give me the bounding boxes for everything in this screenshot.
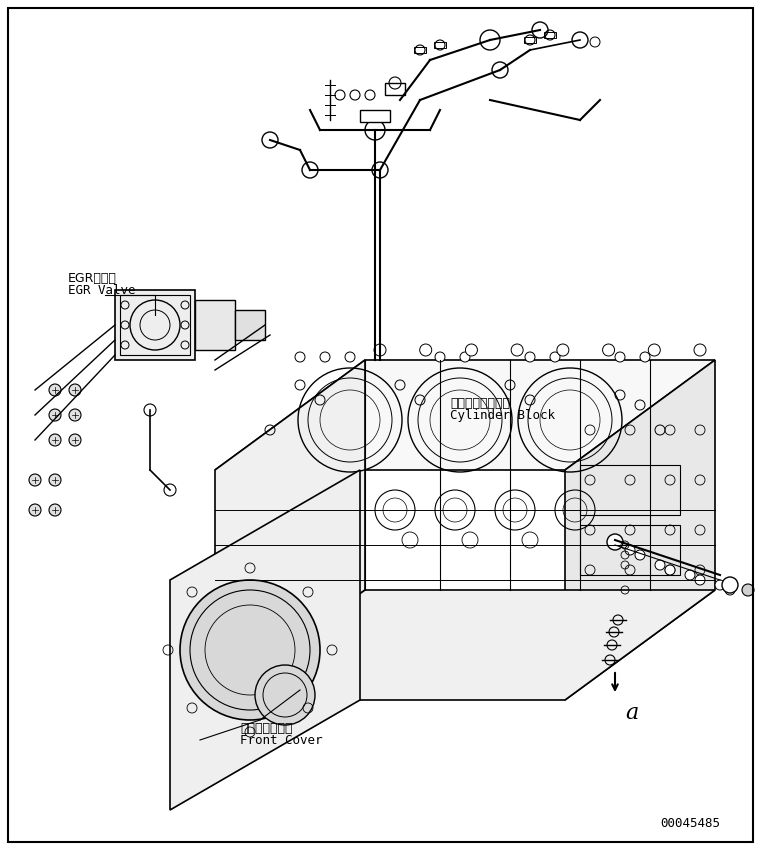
Bar: [544, 32, 556, 38]
Circle shape: [557, 344, 569, 356]
Circle shape: [302, 162, 318, 178]
Circle shape: [49, 409, 61, 421]
Text: 00045485: 00045485: [660, 817, 720, 830]
Text: Cylinder Block: Cylinder Block: [450, 409, 555, 422]
Circle shape: [607, 534, 623, 550]
Circle shape: [466, 344, 477, 356]
Bar: [414, 47, 426, 53]
Circle shape: [572, 32, 588, 48]
Circle shape: [365, 120, 385, 140]
Circle shape: [180, 580, 320, 720]
Circle shape: [603, 344, 615, 356]
Circle shape: [372, 162, 388, 178]
Circle shape: [460, 352, 470, 362]
Bar: [360, 110, 390, 122]
Circle shape: [550, 352, 560, 362]
Circle shape: [255, 665, 315, 725]
Circle shape: [511, 344, 523, 356]
Text: a: a: [625, 702, 638, 724]
Circle shape: [695, 575, 705, 585]
Bar: [385, 83, 405, 95]
Circle shape: [435, 352, 445, 362]
Text: Front Cover: Front Cover: [240, 734, 323, 747]
Circle shape: [345, 352, 355, 362]
Polygon shape: [215, 360, 715, 470]
Polygon shape: [170, 470, 360, 810]
Circle shape: [49, 384, 61, 396]
Circle shape: [49, 474, 61, 486]
Circle shape: [665, 565, 675, 575]
Text: EGR Valve: EGR Valve: [68, 284, 135, 297]
Bar: [235, 310, 265, 340]
Circle shape: [69, 409, 81, 421]
Bar: [195, 300, 235, 350]
Circle shape: [715, 580, 725, 590]
Text: フロントカバー: フロントカバー: [240, 722, 292, 735]
Circle shape: [525, 35, 535, 45]
Circle shape: [295, 352, 305, 362]
Circle shape: [262, 132, 278, 148]
Circle shape: [492, 62, 508, 78]
Bar: [580, 525, 680, 575]
Circle shape: [320, 352, 330, 362]
Circle shape: [69, 434, 81, 446]
Bar: [120, 295, 190, 355]
Circle shape: [29, 474, 41, 486]
Circle shape: [640, 352, 650, 362]
Circle shape: [615, 352, 625, 362]
Circle shape: [635, 550, 645, 560]
Circle shape: [420, 344, 431, 356]
Circle shape: [49, 434, 61, 446]
Circle shape: [525, 352, 535, 362]
Circle shape: [164, 484, 176, 496]
Circle shape: [655, 560, 665, 570]
Bar: [580, 465, 680, 515]
Circle shape: [742, 584, 754, 596]
Text: シリンダブロック: シリンダブロック: [450, 397, 510, 410]
Bar: [524, 37, 536, 43]
Circle shape: [415, 45, 425, 55]
Circle shape: [69, 384, 81, 396]
Text: EGRバルブ: EGRバルブ: [68, 272, 117, 285]
Polygon shape: [565, 360, 715, 700]
Circle shape: [144, 404, 156, 416]
Polygon shape: [215, 360, 365, 700]
Circle shape: [49, 504, 61, 516]
Circle shape: [694, 344, 706, 356]
Circle shape: [648, 344, 661, 356]
Circle shape: [374, 344, 386, 356]
Circle shape: [29, 504, 41, 516]
Circle shape: [722, 577, 738, 593]
Circle shape: [435, 40, 445, 50]
Bar: [115, 290, 195, 360]
Circle shape: [725, 585, 735, 595]
Circle shape: [685, 570, 695, 580]
Bar: [434, 42, 446, 48]
Circle shape: [480, 30, 500, 50]
Circle shape: [545, 30, 555, 40]
Circle shape: [625, 545, 635, 555]
Polygon shape: [215, 590, 715, 700]
